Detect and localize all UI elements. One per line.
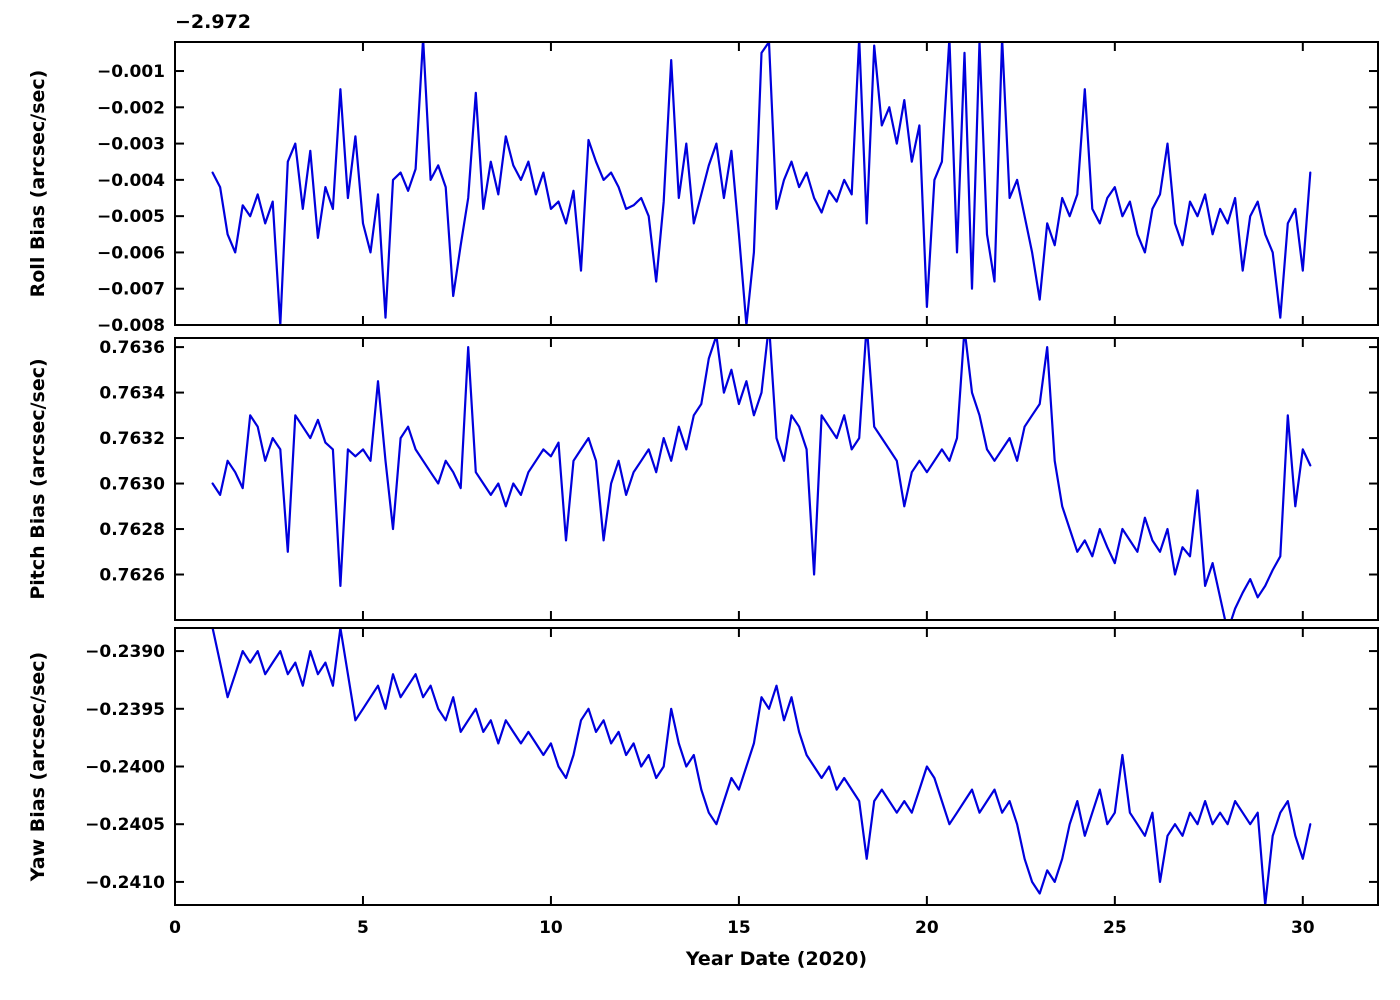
yaw-bias-axes-frame xyxy=(174,627,1379,906)
y-tick-label: −0.2390 xyxy=(85,642,165,662)
pitch-bias-ylabel: Pitch Bias (arcsec/sec) xyxy=(27,358,49,599)
roll-bias-ylabel: Roll Bias (arcsec/sec) xyxy=(27,70,49,298)
y-tick-label: −0.2395 xyxy=(85,700,165,720)
roll-bias-line xyxy=(211,42,1312,325)
yaw-bias-ylabel: Yaw Bias (arcsec/sec) xyxy=(27,652,49,882)
pitch-bias-axes-frame xyxy=(174,337,1379,621)
x-tick-label: 25 xyxy=(1103,918,1127,938)
x-tick-label: 15 xyxy=(727,918,751,938)
x-tick-label: 0 xyxy=(169,918,181,938)
pitch-bias-line xyxy=(211,338,1312,620)
panel-roll-bias: −0.001 −0.002 −0.003 −0.004 −0.005 −0.006 −0.0… xyxy=(27,11,1379,336)
axis-offset-text: −2.972 xyxy=(175,11,251,33)
y-tick-label: 0.7634 xyxy=(99,384,165,404)
x-axis-label: Year Date (2020) xyxy=(685,948,867,970)
x-tick-label: 30 xyxy=(1291,918,1315,938)
y-tick-label: −0.008 xyxy=(97,316,165,336)
y-tick-label: 0.7626 xyxy=(99,566,165,586)
x-tick-label: 5 xyxy=(357,918,369,938)
y-tick-label: −0.007 xyxy=(97,280,165,300)
y-tick-label: 0.7628 xyxy=(99,520,165,540)
y-tick-label: −0.002 xyxy=(97,98,165,118)
y-tick-label: −0.2400 xyxy=(85,758,165,778)
y-tick-label: −0.2405 xyxy=(85,815,165,835)
x-tick-label: 10 xyxy=(539,918,563,938)
y-tick-label: −0.003 xyxy=(97,135,165,155)
y-tick-label: −0.005 xyxy=(97,207,165,227)
y-tick-label: 0.7630 xyxy=(99,475,165,495)
y-tick-label: −0.001 xyxy=(97,62,165,82)
y-tick-label: −0.006 xyxy=(97,243,165,263)
panel-pitch-bias: 0.7636 0.7634 0.7632 0.7630 0.7628 0.7626 Pitc… xyxy=(27,337,1379,621)
y-tick-label: 0.7636 xyxy=(99,338,165,358)
y-tick-label: −0.2410 xyxy=(85,873,165,893)
y-tick-label: −0.004 xyxy=(97,171,165,191)
roll-bias-axes-frame xyxy=(174,41,1379,326)
yaw-bias-line xyxy=(211,628,1312,905)
y-tick-label: 0.7632 xyxy=(99,429,165,449)
x-tick-label: 20 xyxy=(915,918,939,938)
panel-yaw-bias: −0.2390 −0.2395 −0.2400 −0.2405 −0.2410 Yaw B… xyxy=(27,627,1379,906)
